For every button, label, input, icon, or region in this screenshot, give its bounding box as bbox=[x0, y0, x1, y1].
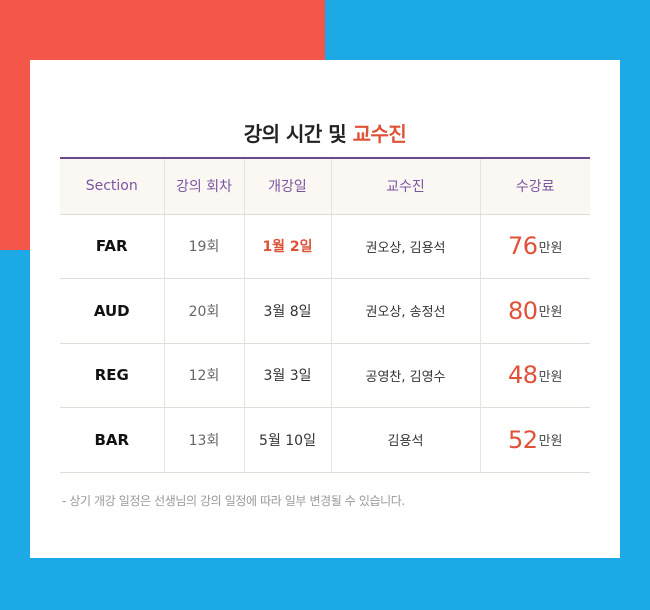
cell-tuition: 48만원 bbox=[479, 343, 590, 408]
tuition-amount: 48 bbox=[508, 361, 538, 390]
tuition-amount: 76 bbox=[508, 232, 538, 261]
cell-start-date: 3월 3일 bbox=[243, 343, 331, 408]
cell-section: AUD bbox=[60, 278, 164, 344]
cell-professors: 공영찬, 김영수 bbox=[330, 343, 480, 408]
cell-professors: 권오상, 송정선 bbox=[330, 278, 480, 344]
tuition-amount: 80 bbox=[508, 296, 538, 325]
tuition-amount: 52 bbox=[508, 425, 538, 454]
table-row: REG 12회 3월 3일 공영찬, 김영수 48만원 bbox=[60, 343, 590, 408]
page-title: 강의 시간 및 교수진 bbox=[30, 118, 620, 147]
header-start-date: 개강일 bbox=[243, 158, 331, 215]
cell-start-date: 3월 8일 bbox=[243, 278, 331, 344]
cell-sessions: 19회 bbox=[163, 214, 244, 279]
schedule-note: - 상기 개강 일정은 선생님의 강의 일정에 따라 일부 변경될 수 있습니다… bbox=[62, 494, 405, 508]
cell-section: FAR bbox=[60, 214, 164, 279]
cell-sessions: 20회 bbox=[163, 278, 244, 344]
schedule-table: Section 강의 회차 개강일 교수진 수강료 FAR 19회 1월 2일 … bbox=[60, 157, 590, 473]
cell-professors: 권오상, 김용석 bbox=[330, 214, 480, 279]
tuition-unit: 만원 bbox=[538, 369, 563, 385]
header-sessions: 강의 회차 bbox=[163, 158, 244, 215]
cell-section: REG bbox=[60, 343, 164, 408]
table-header-row: Section 강의 회차 개강일 교수진 수강료 bbox=[60, 158, 590, 215]
cell-section: BAR bbox=[60, 407, 164, 473]
tuition-unit: 만원 bbox=[538, 240, 563, 256]
cell-start-date: 5월 10일 bbox=[243, 407, 331, 473]
tuition-unit: 만원 bbox=[538, 305, 563, 321]
title-main: 강의 시간 및 bbox=[243, 122, 353, 146]
header-section: Section bbox=[60, 158, 164, 215]
cell-professors: 김용석 bbox=[330, 407, 480, 473]
cell-sessions: 13회 bbox=[163, 407, 244, 473]
title-accent: 교수진 bbox=[352, 122, 407, 146]
header-professors: 교수진 bbox=[330, 158, 480, 215]
header-tuition: 수강료 bbox=[479, 158, 590, 215]
tuition-unit: 만원 bbox=[538, 434, 563, 450]
table-row: BAR 13회 5월 10일 김용석 52만원 bbox=[60, 407, 590, 473]
cell-start-date: 1월 2일 bbox=[243, 214, 331, 279]
cell-tuition: 52만원 bbox=[479, 407, 590, 473]
cell-tuition: 76만원 bbox=[479, 214, 590, 279]
cell-tuition: 80만원 bbox=[479, 278, 590, 344]
table-row: AUD 20회 3월 8일 권오상, 송정선 80만원 bbox=[60, 278, 590, 344]
schedule-card: 강의 시간 및 교수진 Section 강의 회차 개강일 교수진 수강료 FA… bbox=[30, 60, 620, 558]
cell-sessions: 12회 bbox=[163, 343, 244, 408]
table-row: FAR 19회 1월 2일 권오상, 김용석 76만원 bbox=[60, 214, 590, 279]
